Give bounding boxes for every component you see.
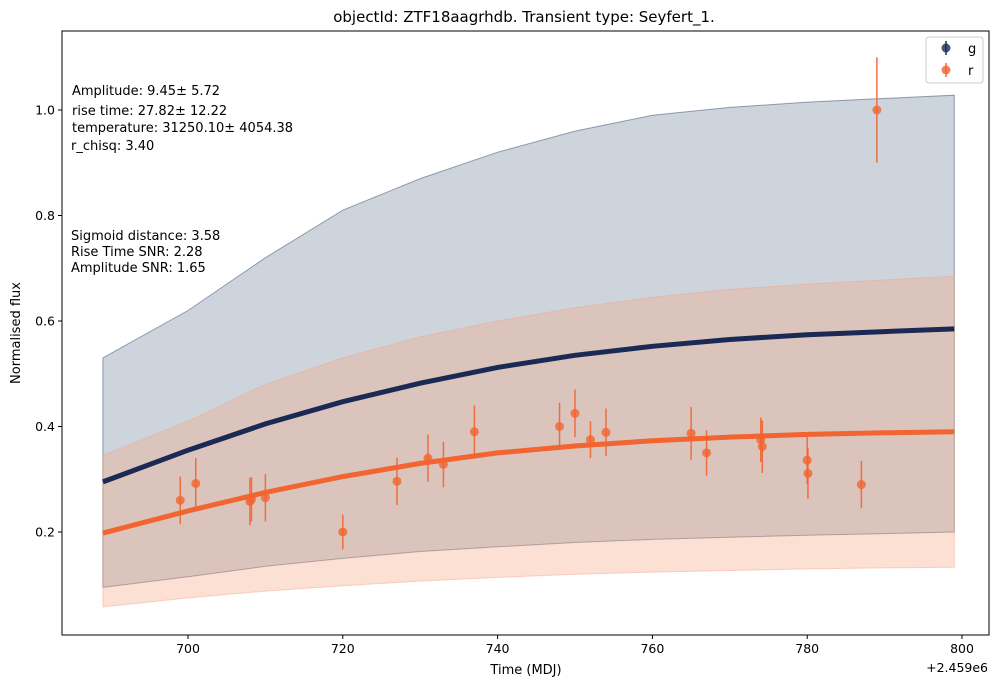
legend-label-r: r [968, 64, 974, 79]
point-marker [686, 428, 696, 438]
data-point-r [555, 402, 565, 451]
fit-annotations: Amplitude: 9.45± 5.72 rise time: 27.82± … [71, 84, 293, 276]
legend-marker-r [941, 63, 951, 77]
y-tick-label: 0.2 [35, 525, 55, 540]
y-tick-label: 0.6 [35, 314, 55, 329]
y-axis-label: Normalised flux [9, 282, 24, 384]
data-point-r [175, 476, 185, 525]
legend: g r [925, 36, 984, 84]
legend-label-g: g [968, 42, 976, 57]
data-point-r [686, 406, 696, 460]
x-offset-label: +2.459e6 [926, 660, 988, 675]
x-tick-label: 800 [950, 641, 974, 656]
data-point-r [338, 514, 348, 550]
data-point-r [423, 434, 433, 482]
data-point-r [469, 405, 479, 459]
data-point-r [191, 458, 201, 509]
model-curve-g [102, 326, 955, 485]
y-tick-label: 1.0 [35, 103, 55, 118]
x-tick-label: 760 [640, 641, 664, 656]
chart-title: objectId: ZTF18aagrhdb. Transient type: … [333, 8, 715, 27]
point-marker [246, 494, 256, 504]
data-point-r [392, 457, 402, 506]
annotation-rise-time-snr: Rise Time SNR: 2.28 [71, 245, 203, 260]
point-marker [191, 478, 201, 488]
point-marker [585, 435, 595, 445]
annotation-temperature: temperature: 31250.10± 4054.38 [72, 121, 293, 136]
annotation-amplitude: Amplitude: 9.45± 5.72 [72, 84, 220, 99]
data-point-r [438, 441, 448, 488]
y-axis-ticks: 0.2 0.4 0.6 0.8 1.0 [35, 103, 62, 540]
x-axis-ticks: 700 720 740 760 780 800 [176, 635, 974, 656]
data-point-r [803, 448, 813, 499]
band-g [102, 94, 955, 588]
x-axis-label: Time (MDJ) [489, 663, 561, 678]
data-points [175, 57, 882, 550]
plot-frame [61, 30, 990, 636]
point-marker [570, 408, 580, 418]
data-point-r [601, 408, 611, 457]
point-marker [757, 442, 767, 452]
point-marker [802, 455, 812, 465]
data-point-r [260, 473, 270, 522]
annotation-sigmoid-distance: Sigmoid distance: 3.58 [71, 229, 220, 244]
data-point-r [856, 460, 866, 509]
x-tick-label: 720 [331, 641, 355, 656]
point-marker [338, 527, 348, 537]
point-marker [555, 422, 565, 431]
x-tick-label: 780 [795, 641, 819, 656]
x-tick-label: 700 [176, 641, 200, 656]
annotation-rise-time: rise time: 27.82± 12.22 [72, 104, 227, 119]
data-point-r [757, 420, 767, 473]
point-marker [260, 493, 270, 503]
point-marker [856, 480, 866, 490]
band-r [102, 275, 955, 608]
uncertainty-bands [102, 94, 955, 608]
point-marker [601, 427, 611, 437]
point-marker [872, 105, 882, 115]
annotation-amplitude-snr: Amplitude SNR: 1.65 [71, 261, 206, 276]
x-tick-label: 740 [486, 641, 510, 656]
legend-box [925, 36, 984, 84]
point-marker [438, 459, 448, 469]
data-point-r [585, 421, 595, 459]
annotation-r-chisq: r_chisq: 3.40 [71, 139, 154, 154]
point-marker [175, 495, 185, 505]
data-point-r [872, 57, 882, 163]
point-marker [423, 453, 433, 463]
point-marker [392, 476, 402, 486]
point-marker [803, 468, 813, 478]
y-tick-label: 0.4 [35, 419, 55, 434]
data-point-r [246, 477, 256, 522]
y-tick-label: 0.8 [35, 208, 55, 223]
legend-marker-g [941, 41, 951, 55]
data-point-r [570, 389, 580, 438]
data-point-r [702, 430, 712, 476]
point-marker [469, 427, 479, 437]
point-marker [702, 448, 712, 458]
